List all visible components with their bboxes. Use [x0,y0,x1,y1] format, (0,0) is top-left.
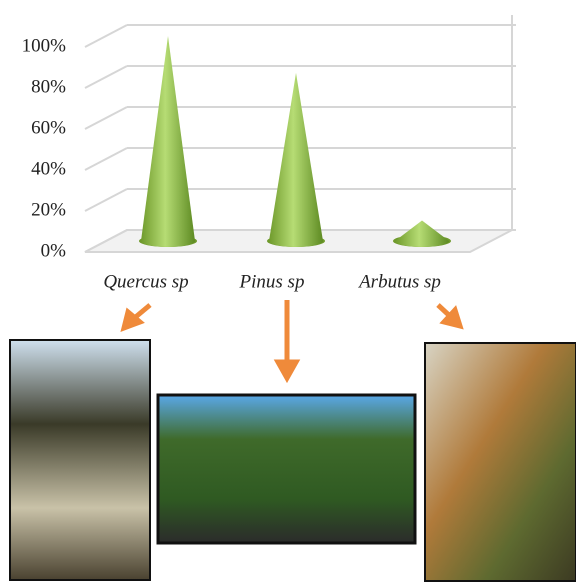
x-tick-label: Pinus sp [239,271,305,292]
cone [393,220,451,247]
grid-line [84,106,128,130]
photo-quercus [9,339,151,581]
grid-line [84,147,128,171]
x-tick-label: Arbutus sp [357,271,441,292]
cone [139,36,197,247]
x-tick-label: Quercus sp [103,271,188,292]
photo-arbutus [424,342,576,582]
cone-body [395,220,449,247]
photo-pinus [156,393,417,545]
grid-line [84,24,128,48]
y-tick-label: 60% [31,117,66,138]
grid-line [84,229,128,253]
grid-line [84,188,128,212]
arrows [120,300,464,384]
y-tick-label: 80% [31,76,66,97]
y-tick-label: 20% [31,199,66,220]
y-tick-label: 100% [22,35,67,56]
cone-body [269,72,323,248]
grid-line [84,65,128,89]
cone-body [141,36,195,247]
y-tick-label: 40% [31,158,66,179]
y-tick-label: 0% [41,240,67,261]
cone [267,72,325,248]
